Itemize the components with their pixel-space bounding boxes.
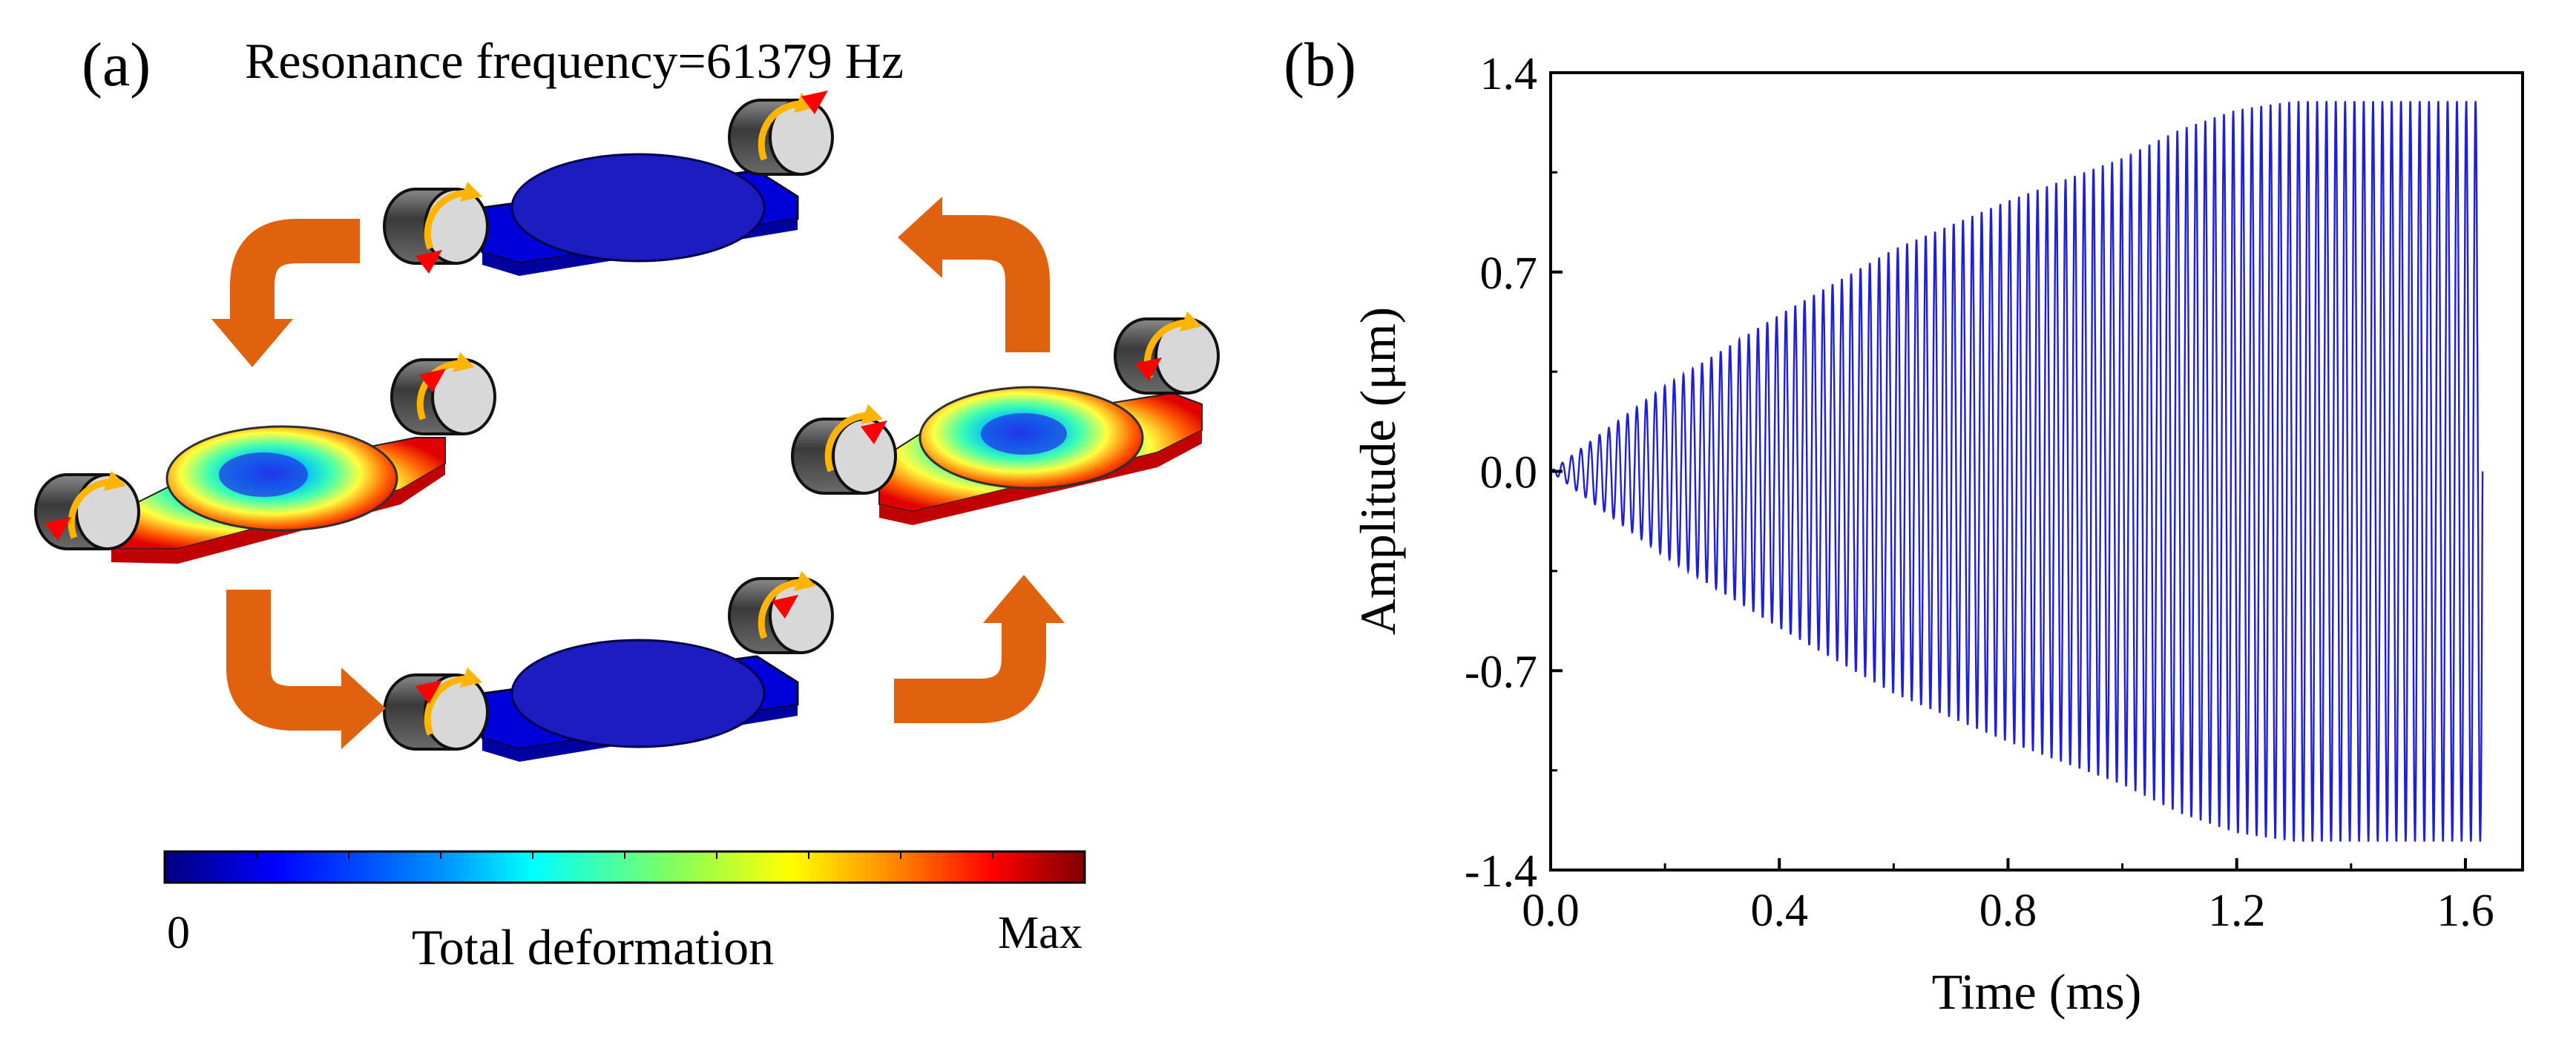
panel-b-label: (b) xyxy=(1284,30,1356,99)
x-tick-label: 0.0 xyxy=(1522,886,1580,936)
y-tick-label: -0.7 xyxy=(1465,647,1537,697)
plate-top xyxy=(383,90,834,276)
y-tick-label: 0.7 xyxy=(1480,248,1538,299)
plate-right-deformed xyxy=(791,312,1220,525)
colorbar-max-label: Max xyxy=(998,908,1082,958)
amplitude-chart: -1.4 -0.7 0.0 0.7 1.4 0.0 0.4 0.8 1.2 1.6 Time (… xyxy=(1350,49,2524,1020)
y-tick-label: -1.4 xyxy=(1465,846,1537,897)
x-tick-label: 1.2 xyxy=(2208,886,2266,936)
x-axis-label: Time (ms) xyxy=(1932,963,2142,1020)
colorbar-title: Total deformation xyxy=(412,919,774,975)
colorbar-min-label: 0 xyxy=(167,908,190,958)
cycle-arrow-top-right xyxy=(898,197,1050,352)
panel-b: (b) -1.4 -0.7 0.0 0.7 1.4 0.0 0.4 0.8 1.2 1.6 Ti… xyxy=(1284,30,2524,1020)
colorbar: 0 Total deformation Max xyxy=(163,850,1086,975)
x-tick-label: 0.8 xyxy=(1979,886,2037,936)
x-tick-label: 1.6 xyxy=(2437,886,2494,936)
x-tick-label: 0.4 xyxy=(1750,886,1808,936)
cycle-arrow-bottom-left xyxy=(226,590,386,749)
resonance-frequency-title: Resonance frequency=61379 Hz xyxy=(245,33,904,89)
y-tick-label: 1.4 xyxy=(1480,49,1538,99)
cycle-arrow-bottom-right xyxy=(894,575,1065,723)
plate-bottom xyxy=(383,571,834,762)
panel-a-label: (a) xyxy=(82,30,151,99)
cycle-arrow-top-left xyxy=(211,219,360,367)
y-tick-label: 0.0 xyxy=(1480,448,1538,498)
plate-left-deformed xyxy=(34,352,496,564)
series-line-amplitude xyxy=(1550,101,2484,842)
y-axis-label: Amplitude (μm) xyxy=(1350,307,1406,636)
panel-a: (a) Resonance frequency=61379 Hz xyxy=(34,30,1220,975)
